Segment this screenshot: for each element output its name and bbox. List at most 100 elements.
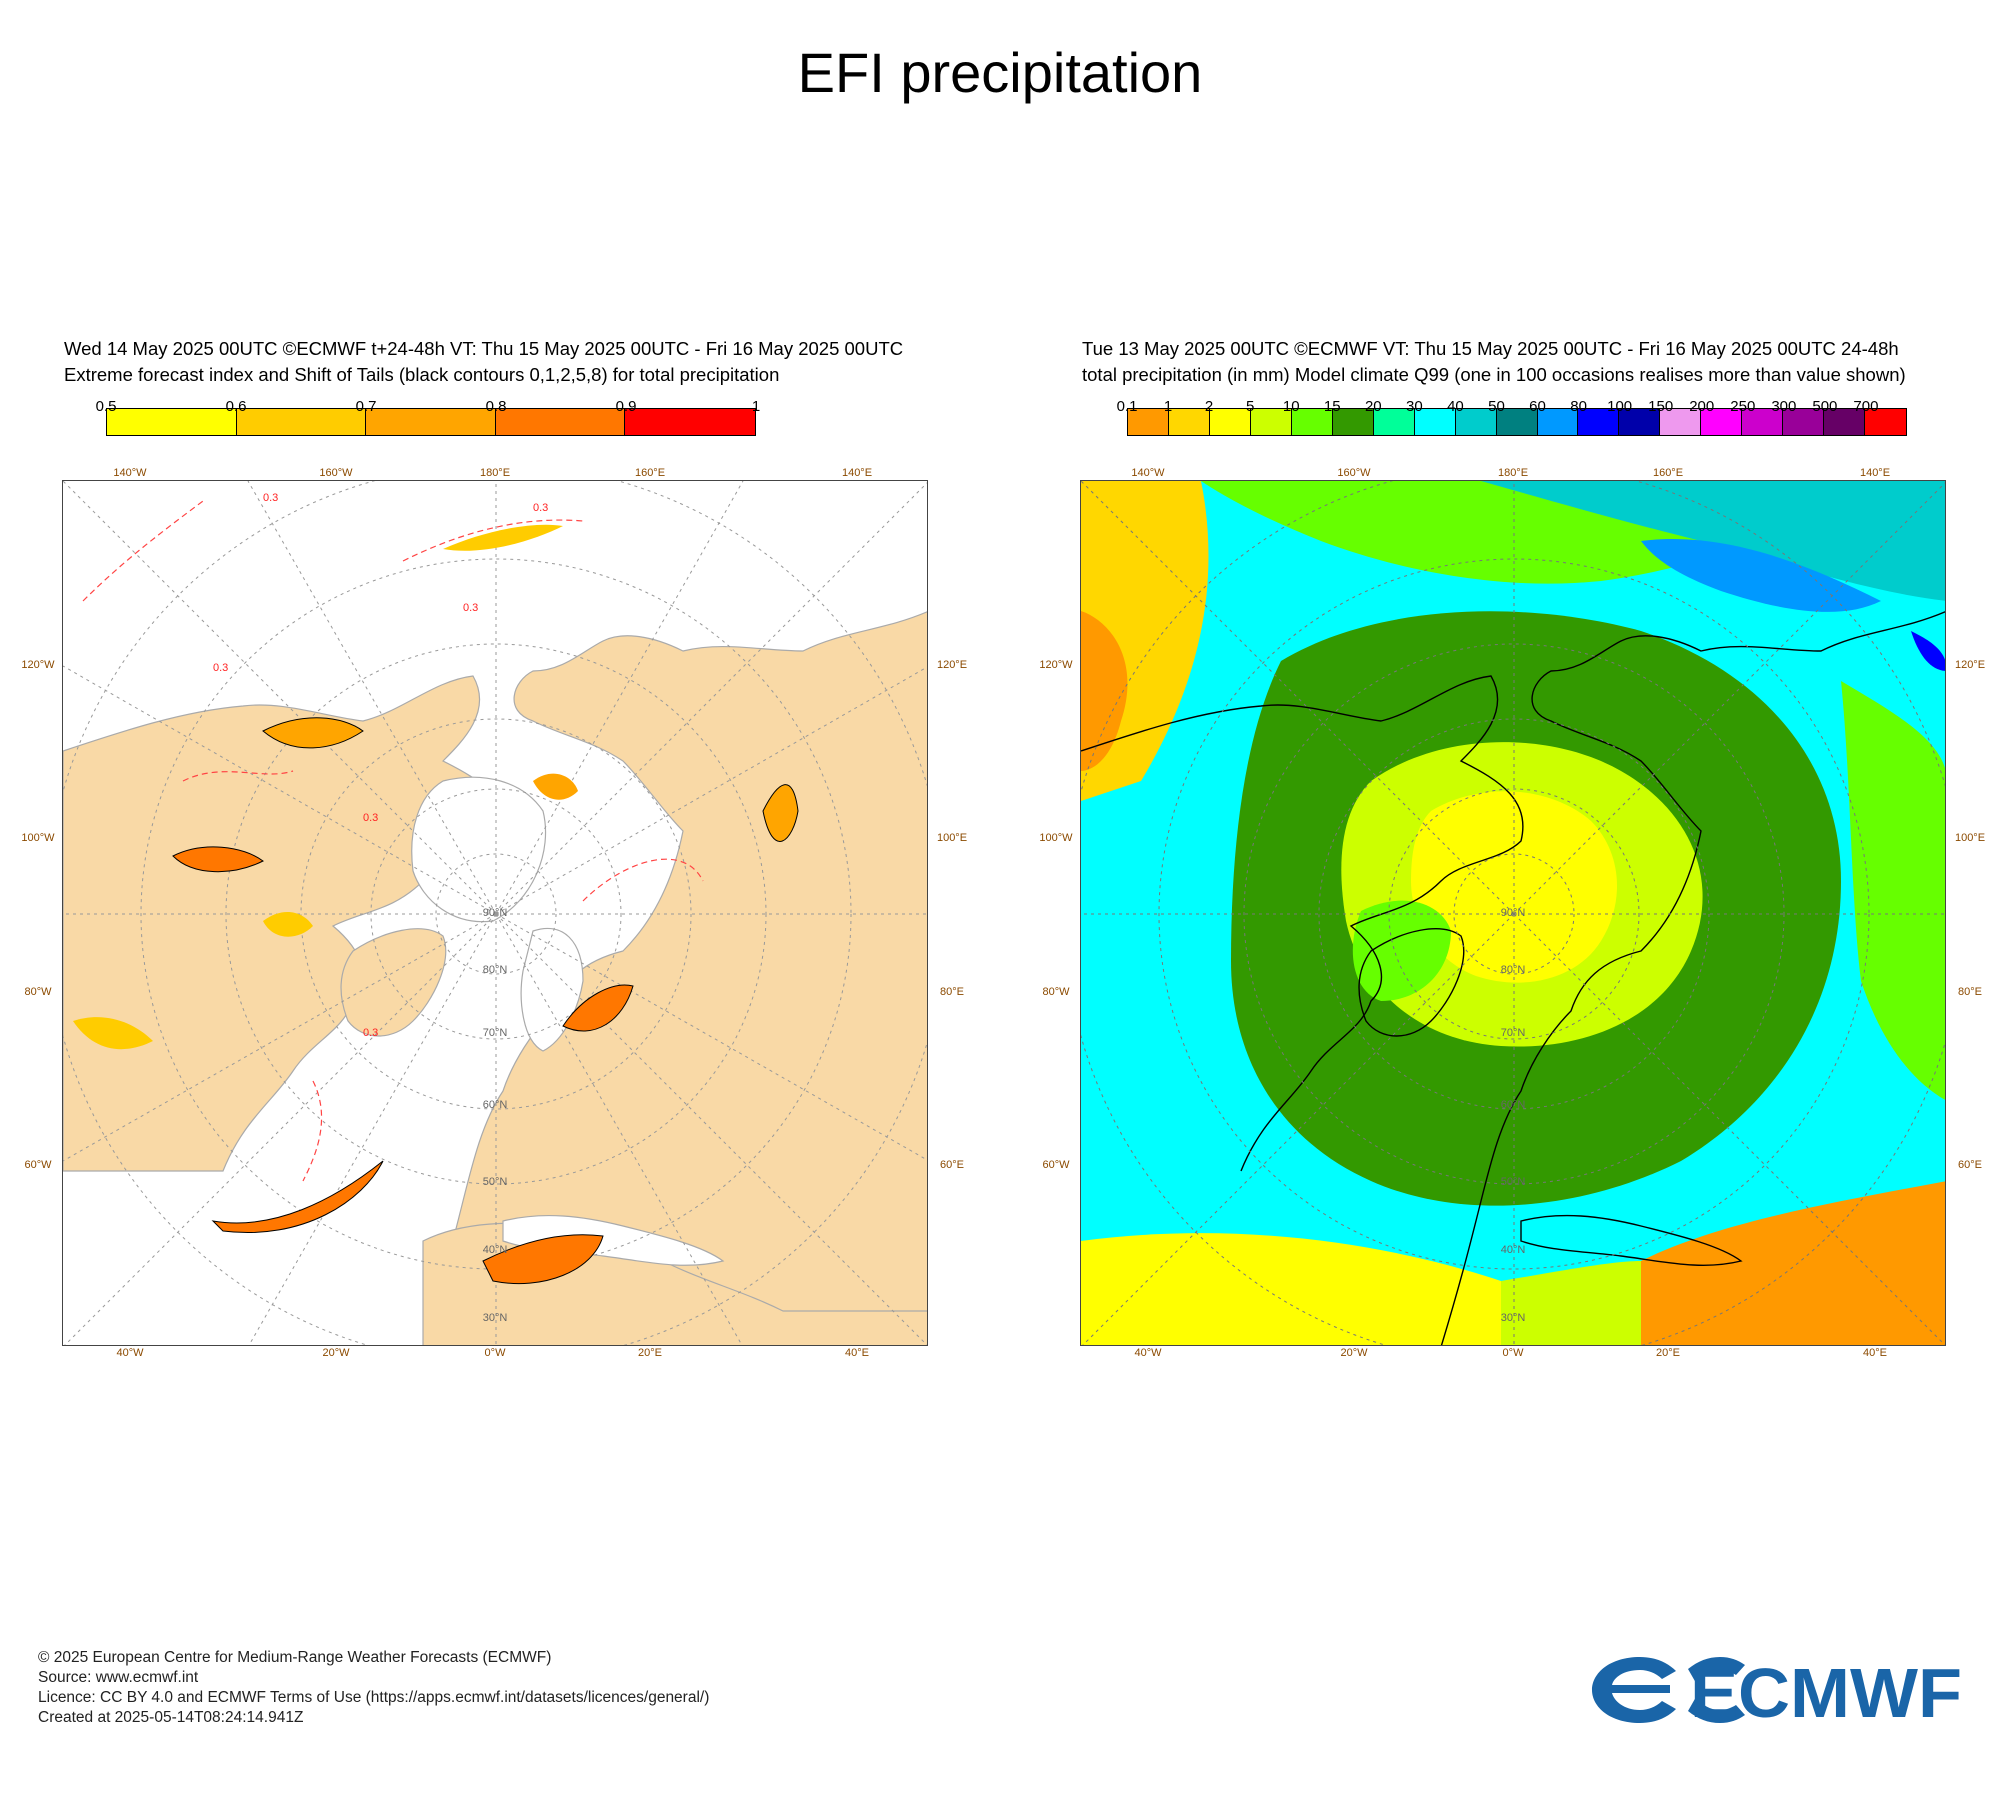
q99-legend-swatch: [1578, 409, 1620, 435]
right-panel-header: Tue 13 May 2025 00UTC ©ECMWF VT: Thu 15 …: [1082, 336, 1906, 388]
top-lon-label: 180°E: [479, 467, 511, 479]
q99-legend-tick-label: 40: [1447, 398, 1464, 415]
lat-ring-label: 60°N: [482, 1099, 508, 1111]
contour-label: 0.3: [213, 662, 228, 674]
lat-ring-label: 30°N: [482, 1312, 508, 1324]
bottom-lon-label: 40°W: [1134, 1347, 1162, 1359]
page-title: EFI precipitation: [797, 41, 1203, 104]
q99-legend-swatch: [1250, 409, 1292, 435]
right-lon-label: 60°E: [940, 1159, 964, 1171]
bottom-lon-label: 40°E: [845, 1347, 869, 1359]
efi-patch-siberia: [762, 784, 799, 842]
efi-patches: [73, 524, 799, 1285]
field-right-blue: [1911, 631, 1945, 671]
efi-legend-swatch: [107, 409, 237, 435]
field-blue-top-right: [1641, 539, 1881, 612]
left-lon-label: 100°W: [1039, 832, 1073, 844]
left-header-line2: Extreme forecast index and Shift of Tail…: [64, 364, 780, 385]
efi-legend-swatch: [236, 409, 367, 435]
lat-ring-label: 80°N: [482, 964, 508, 976]
right-lon-label: 120°E: [936, 659, 968, 671]
left-panel-header: Wed 14 May 2025 00UTC ©ECMWF t+24-48h VT…: [64, 336, 903, 388]
bottom-lon-label: 20°W: [1340, 1347, 1368, 1359]
footer-source: Source: www.ecmwf.int: [38, 1669, 199, 1686]
q99-legend-tick-label: 30: [1406, 398, 1423, 415]
lat-ring-label: 90°N: [1500, 907, 1526, 919]
bottom-lon-label: 0°W: [484, 1347, 506, 1359]
q99-legend-swatch: [1619, 409, 1661, 435]
right-lon-label: 120°E: [1954, 659, 1986, 671]
top-lon-label: 140°E: [1859, 467, 1891, 479]
field-green-greenland: [1352, 900, 1451, 1001]
footer-licence: Licence: CC BY 4.0 and ECMWF Terms of Us…: [38, 1689, 710, 1706]
contour-label: 0.3: [263, 492, 278, 504]
q99-legend-swatch: [1496, 409, 1538, 435]
contour-labels: 0.3 0.3 0.3 0.3 0.3 0.3: [213, 492, 548, 1039]
shift-of-tails-contours-red: [82, 500, 704, 1182]
bottom-lon-label: 40°E: [1863, 1347, 1887, 1359]
efi-patch-pacific: [443, 524, 563, 551]
q99-legend-tick-label: 20: [1364, 398, 1382, 415]
efi-patch-atlantic-arc: [211, 1160, 384, 1233]
q99-legend-tick-label: 15: [1323, 398, 1341, 415]
q99-legend-swatch: [1824, 409, 1866, 435]
left-lon-label: 100°W: [21, 832, 55, 844]
q99-legend-swatch: [1373, 409, 1415, 435]
efi-patch-greenland: [263, 911, 313, 937]
q99-legend-tick-label: 300: [1771, 398, 1797, 415]
q99-legend-tick-label: 0.1: [1116, 398, 1138, 415]
top-lon-label: 140°E: [841, 467, 873, 479]
right-lon-label: 100°E: [936, 832, 968, 844]
field-top-left-deep-orange: [1081, 611, 1128, 771]
q99-legend-tick-label: 200: [1689, 398, 1715, 415]
efi-legend-tick-label: 0.5: [95, 398, 117, 415]
contour-label: 0.3: [533, 502, 548, 514]
q99-legend-swatch: [1742, 409, 1784, 435]
field-bottom-orange: [1641, 1181, 1945, 1345]
efi-patch-scandinavia: [533, 773, 578, 800]
q99-legend-swatch: [1701, 409, 1743, 435]
q99-legend-tick-label: 50: [1488, 398, 1505, 415]
left-lon-label: 120°W: [1039, 659, 1073, 671]
q99-legend-tick-label: 5: [1245, 398, 1255, 415]
right-lon-label: 80°E: [1958, 986, 1982, 998]
lat-ring-label: 40°N: [1500, 1244, 1526, 1256]
lat-ring-label: 90°N: [482, 907, 508, 919]
q99-legend-swatch: [1660, 409, 1702, 435]
right-lon-label: 80°E: [940, 986, 964, 998]
q99-map[interactable]: [1080, 480, 1946, 1346]
q99-legend-tick-label: 10: [1282, 398, 1300, 415]
field-yellow-core: [1411, 791, 1618, 983]
top-lon-label: 140°W: [113, 467, 147, 479]
left-lon-label: 80°W: [1042, 986, 1070, 998]
top-lon-label: 160°E: [1652, 467, 1684, 479]
top-lon-label: 180°E: [1497, 467, 1529, 479]
q99-legend-color-bar: [1127, 408, 1907, 436]
q99-legend-swatch: [1783, 409, 1825, 435]
q99-legend-swatch: [1209, 409, 1251, 435]
lat-ring-label: 50°N: [482, 1176, 508, 1188]
left-lon-label: 60°W: [1042, 1159, 1070, 1171]
efi-map-canvas: 0.3 0.3 0.3 0.3 0.3 0.3: [63, 481, 927, 1345]
left-lon-label: 80°W: [24, 986, 52, 998]
field-bottom-green: [1501, 1261, 1641, 1345]
field-right-green: [1841, 681, 1945, 1100]
graticule: [63, 481, 927, 1345]
q99-legend-tick-label: 250: [1730, 398, 1756, 415]
q99-legend-swatch: [1291, 409, 1333, 435]
lat-ring-label: 70°N: [482, 1027, 508, 1039]
q99-legend-swatch: [1455, 409, 1497, 435]
top-lon-label: 160°W: [319, 467, 353, 479]
efi-legend-tick-label: 0.6: [225, 398, 247, 415]
q99-legend-tick-label: 150: [1648, 398, 1674, 415]
right-lon-label: 100°E: [1954, 832, 1986, 844]
efi-legend-tick-label: 0.7: [355, 398, 377, 415]
lat-ring-label: 50°N: [1500, 1176, 1526, 1188]
lat-ring-label: 70°N: [1500, 1027, 1526, 1039]
efi-legend-swatch: [625, 409, 755, 435]
lat-ring-label: 40°N: [482, 1244, 508, 1256]
ecmwf-logo[interactable]: ECMWF: [1590, 1655, 1965, 1725]
efi-map[interactable]: 0.3 0.3 0.3 0.3 0.3 0.3: [62, 480, 928, 1346]
left-lon-label: 60°W: [24, 1159, 52, 1171]
q99-legend-tick-label: 60: [1529, 398, 1546, 415]
